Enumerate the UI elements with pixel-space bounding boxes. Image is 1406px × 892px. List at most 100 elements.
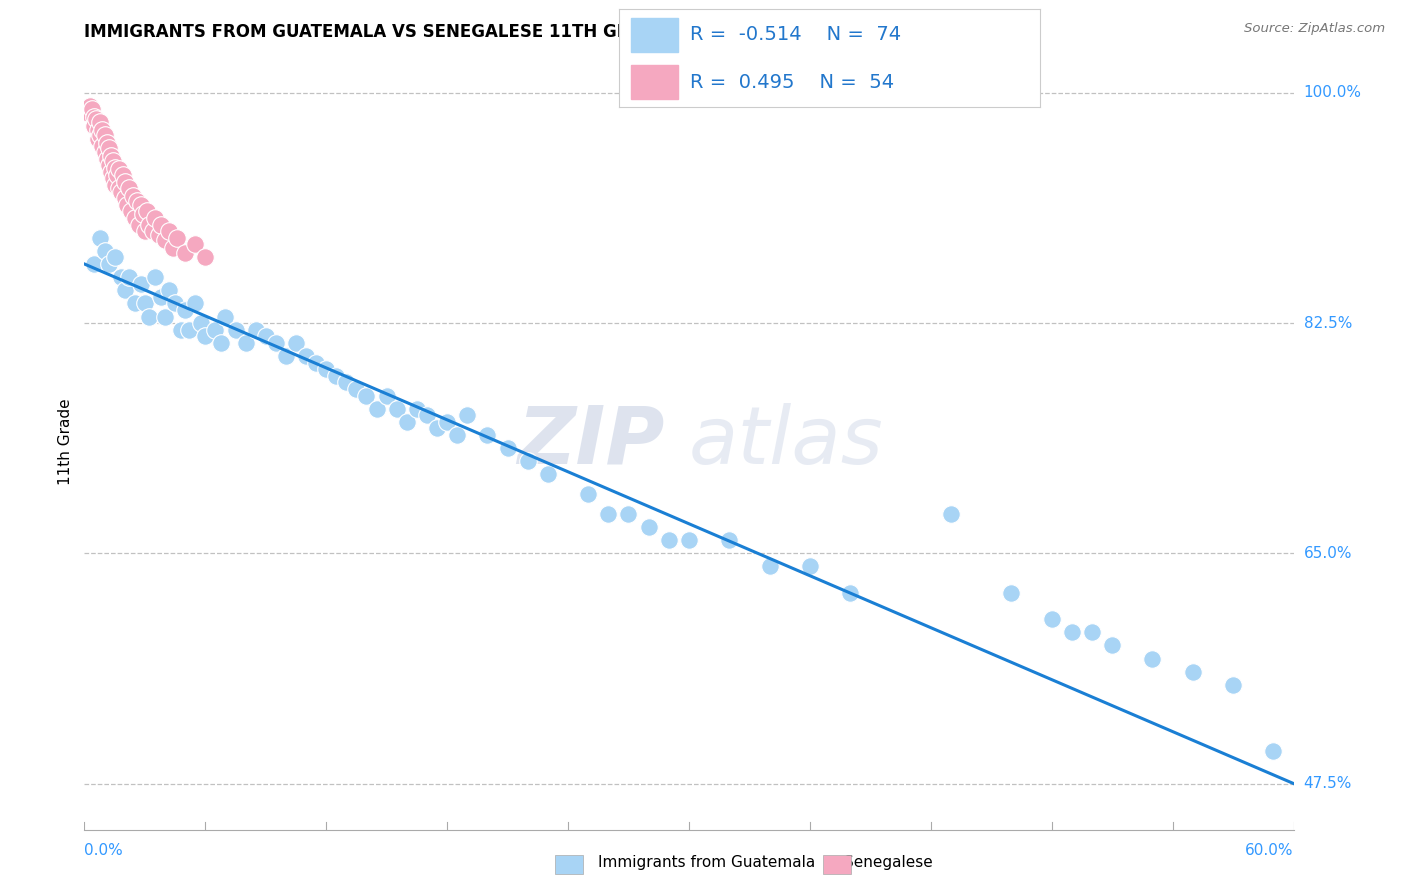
Point [315,362,337,376]
Point [89,230,111,244]
Point [118,180,141,194]
Point [105,168,128,182]
Point [114,176,136,190]
Point [104,251,127,265]
Point [83,110,105,124]
Point [124,211,146,225]
Point [174,303,197,318]
Point [576,487,599,501]
Point [335,376,357,390]
Point [939,507,962,521]
Point [416,409,439,423]
Point [305,356,328,370]
Point [165,296,187,310]
Point [617,507,640,521]
Point [86,112,108,127]
Point [83,119,105,133]
Point [235,335,257,350]
Bar [631,65,678,99]
Bar [631,18,678,52]
Text: IMMIGRANTS FROM GUATEMALA VS SENEGALESE 11TH GRADE CORRELATION CHART: IMMIGRANTS FROM GUATEMALA VS SENEGALESE … [84,23,873,41]
Point [274,349,297,363]
Point [799,559,821,574]
Text: 0.0%: 0.0% [84,843,124,858]
Point [77,105,100,120]
Point [101,154,124,169]
Point [174,246,197,260]
Point [204,323,226,337]
Point [758,559,780,574]
Point [658,533,681,548]
Point [194,329,217,343]
Text: R =  0.495    N =  54: R = 0.495 N = 54 [690,72,894,92]
Point [162,241,184,255]
Point [101,171,124,186]
Point [406,401,429,416]
Point [124,296,146,310]
Point [1081,625,1104,640]
Point [346,382,368,396]
Point [125,194,148,208]
Point [129,277,152,291]
Point [285,335,308,350]
Point [496,441,519,455]
Point [91,138,114,153]
Point [97,257,120,271]
Point [1181,665,1204,679]
Text: 60.0%: 60.0% [1246,843,1294,858]
Point [477,428,499,442]
Point [385,401,408,416]
Point [143,211,166,225]
Point [366,401,388,416]
Point [375,388,398,402]
Point [97,141,120,155]
Point [134,224,156,238]
Point [115,198,138,212]
Text: 100.0%: 100.0% [1303,86,1361,101]
Point [516,454,538,468]
Point [170,323,193,337]
Point [142,224,165,238]
Text: 65.0%: 65.0% [1303,546,1353,561]
Point [209,335,232,350]
Point [79,99,101,113]
Point [110,270,132,285]
Point [114,283,136,297]
Point [82,102,104,116]
Point [104,161,127,175]
Point [135,204,157,219]
Point [1060,625,1083,640]
Point [129,198,152,212]
Point [93,244,115,258]
Point [87,132,110,146]
Point [225,323,247,337]
Point [214,310,236,324]
Point [107,162,129,177]
Point [91,123,114,137]
Point [1101,639,1123,653]
Point [89,128,111,142]
Text: Senegalese: Senegalese [844,855,932,870]
Point [83,257,105,271]
Point [184,296,207,310]
Point [96,136,118,150]
Point [153,310,176,324]
Point [138,218,160,232]
Point [114,191,136,205]
Point [1263,744,1285,758]
Point [446,428,468,442]
Point [149,218,172,232]
Point [107,180,129,194]
Point [245,323,267,337]
Point [104,178,127,192]
Point [100,149,122,163]
Point [93,145,115,160]
Point [138,310,160,324]
Y-axis label: 11th Grade: 11th Grade [58,398,73,485]
Point [96,152,118,166]
Point [149,290,172,304]
Point [110,185,132,199]
Point [537,467,560,482]
Point [166,230,188,244]
Point [426,421,449,435]
